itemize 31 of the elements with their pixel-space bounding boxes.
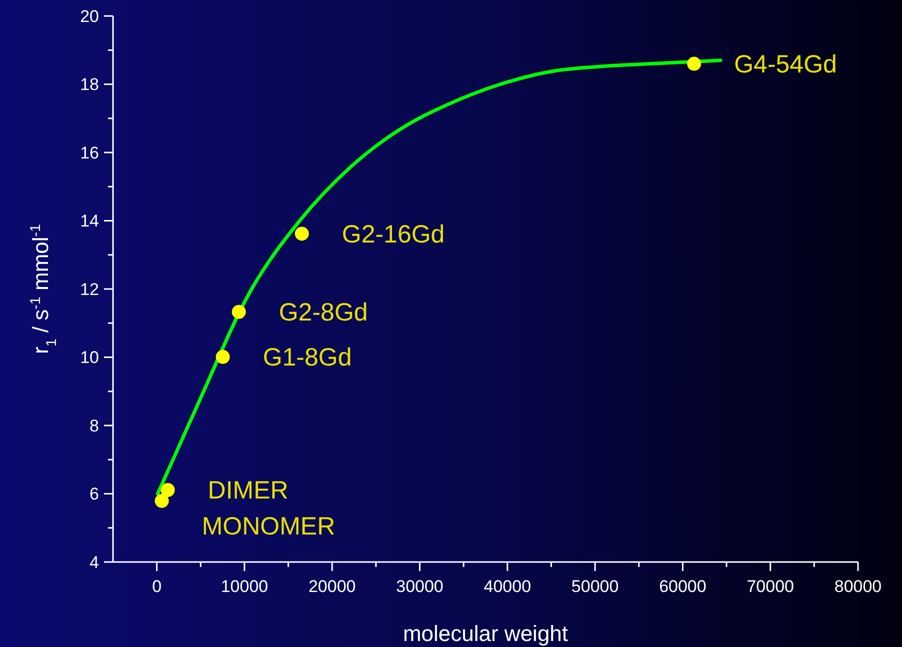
y-tick-label: 16 (80, 143, 99, 162)
point (687, 56, 702, 71)
x-tick-label: 70000 (746, 577, 794, 596)
annotation: DIMER (208, 476, 288, 505)
x-tick-label: 30000 (396, 577, 444, 596)
point (232, 304, 246, 319)
annotation: MONOMER (202, 512, 336, 541)
x-axis-title: molecular weight (402, 621, 568, 646)
x-tick-label: 60000 (659, 577, 706, 596)
y-tick-label: 18 (80, 75, 99, 94)
y-tick-label: 6 (90, 484, 99, 504)
y-tick-label: 14 (80, 212, 99, 231)
y-tick-label: 4 (90, 552, 99, 572)
point (154, 494, 169, 508)
x-tick-label: 20000 (308, 577, 356, 596)
x-tick-label: 50000 (571, 577, 619, 596)
y-tick-label: 20 (80, 6, 99, 26)
y-tick-label: 8 (90, 416, 99, 436)
point (160, 482, 175, 497)
annotation: G1-8Gd (262, 344, 352, 372)
x-tick-label: 40000 (484, 577, 532, 596)
annotation: G2-16Gd (342, 220, 445, 248)
x-tick-label: 0 (152, 577, 162, 596)
point (294, 226, 309, 241)
annotation: G2-8Gd (278, 298, 368, 327)
y-tick-label: 12 (80, 280, 99, 299)
annotation: G4-54Gd (734, 50, 837, 79)
y-tick-label: 10 (80, 348, 99, 368)
x-tick-label: 80000 (834, 577, 882, 596)
x-tick-label: 10000 (220, 577, 268, 596)
point (216, 350, 230, 364)
